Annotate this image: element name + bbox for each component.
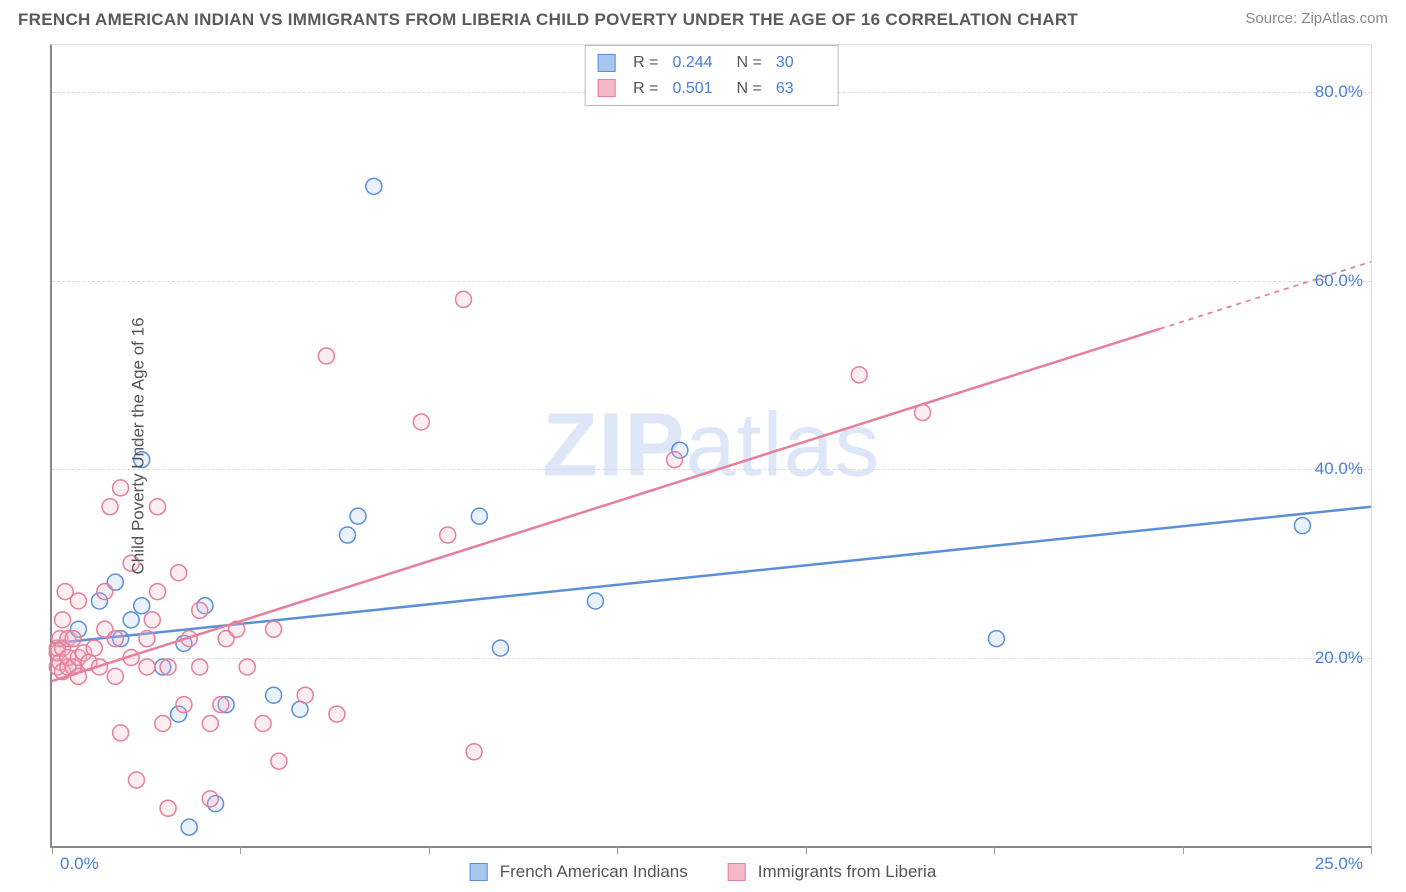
swatch-liberia-icon — [728, 863, 746, 881]
n-value-french: 30 — [776, 50, 826, 76]
data-point-liberia — [139, 659, 155, 675]
data-point-liberia — [70, 593, 86, 609]
scatter-svg — [52, 45, 1371, 846]
data-point-french — [350, 508, 366, 524]
data-point-liberia — [55, 612, 71, 628]
swatch-liberia — [597, 79, 615, 97]
legend-item-french: French American Indians — [470, 862, 688, 882]
r-label: R = — [633, 76, 658, 102]
n-label: N = — [737, 76, 762, 102]
data-point-liberia — [150, 584, 166, 600]
chart-area: ZIPatlas R = 0.244 N = 30 R = 0.501 N = … — [50, 44, 1372, 848]
data-point-liberia — [271, 753, 287, 769]
source-link[interactable]: ZipAtlas.com — [1301, 10, 1388, 27]
data-point-french — [988, 631, 1004, 647]
header-bar: FRENCH AMERICAN INDIAN VS IMMIGRANTS FRO… — [0, 0, 1406, 40]
trend-line-liberia — [52, 329, 1160, 681]
trend-line-french — [52, 507, 1371, 644]
stats-legend-box: R = 0.244 N = 30 R = 0.501 N = 63 — [584, 45, 839, 106]
r-value-french: 0.244 — [673, 50, 723, 76]
data-point-liberia — [102, 499, 118, 515]
x-axis-max-label: 25.0% — [1315, 854, 1363, 874]
data-point-french — [339, 527, 355, 543]
data-point-liberia — [107, 631, 123, 647]
y-axis-title: Child Poverty Under the Age of 16 — [129, 317, 149, 574]
data-point-liberia — [160, 800, 176, 816]
data-point-french — [587, 593, 603, 609]
y-tick-label: 80.0% — [1315, 82, 1363, 102]
y-tick-label: 40.0% — [1315, 459, 1363, 479]
x-tick — [1183, 846, 1184, 854]
data-point-liberia — [667, 452, 683, 468]
data-point-liberia — [266, 621, 282, 637]
data-point-liberia — [413, 414, 429, 430]
plot-region: ZIPatlas R = 0.244 N = 30 R = 0.501 N = … — [50, 44, 1372, 848]
data-point-liberia — [176, 697, 192, 713]
data-point-liberia — [65, 631, 81, 647]
data-point-french — [492, 640, 508, 656]
data-point-liberia — [97, 584, 113, 600]
chart-title: FRENCH AMERICAN INDIAN VS IMMIGRANTS FRO… — [18, 10, 1078, 30]
data-point-liberia — [113, 480, 129, 496]
source-prefix: Source: — [1245, 10, 1301, 27]
data-point-liberia — [139, 631, 155, 647]
data-point-liberia — [440, 527, 456, 543]
x-tick — [1371, 846, 1372, 854]
data-point-liberia — [150, 499, 166, 515]
data-point-liberia — [466, 744, 482, 760]
legend-item-liberia: Immigrants from Liberia — [728, 862, 937, 882]
x-tick — [240, 846, 241, 854]
x-tick — [617, 846, 618, 854]
data-point-liberia — [86, 640, 102, 656]
bottom-legend: French American Indians Immigrants from … — [470, 862, 937, 882]
data-point-french — [471, 508, 487, 524]
data-point-liberia — [107, 668, 123, 684]
data-point-french — [266, 687, 282, 703]
data-point-french — [1294, 518, 1310, 534]
data-point-liberia — [255, 715, 271, 731]
data-point-liberia — [128, 772, 144, 788]
data-point-liberia — [329, 706, 345, 722]
data-point-liberia — [456, 291, 472, 307]
data-point-liberia — [113, 725, 129, 741]
data-point-liberia — [213, 697, 229, 713]
x-tick — [994, 846, 995, 854]
swatch-french — [597, 54, 615, 72]
n-value-liberia: 63 — [776, 76, 826, 102]
n-label: N = — [737, 50, 762, 76]
data-point-liberia — [160, 659, 176, 675]
data-point-liberia — [192, 602, 208, 618]
data-point-french — [123, 612, 139, 628]
swatch-french-icon — [470, 863, 488, 881]
stats-row-liberia: R = 0.501 N = 63 — [597, 76, 826, 102]
r-label: R = — [633, 50, 658, 76]
data-point-french — [134, 598, 150, 614]
r-value-liberia: 0.501 — [673, 76, 723, 102]
x-tick — [806, 846, 807, 854]
data-point-liberia — [318, 348, 334, 364]
data-point-liberia — [202, 715, 218, 731]
data-point-liberia — [239, 659, 255, 675]
stats-row-french: R = 0.244 N = 30 — [597, 50, 826, 76]
data-point-liberia — [202, 791, 218, 807]
data-point-liberia — [851, 367, 867, 383]
y-tick-label: 60.0% — [1315, 271, 1363, 291]
data-point-liberia — [192, 659, 208, 675]
x-tick — [429, 846, 430, 854]
legend-label-liberia: Immigrants from Liberia — [758, 862, 937, 882]
data-point-liberia — [297, 687, 313, 703]
data-point-liberia — [155, 715, 171, 731]
data-point-french — [366, 178, 382, 194]
data-point-liberia — [171, 565, 187, 581]
y-tick-label: 20.0% — [1315, 648, 1363, 668]
legend-label-french: French American Indians — [500, 862, 688, 882]
x-tick — [52, 846, 53, 854]
data-point-french — [181, 819, 197, 835]
source-attribution: Source: ZipAtlas.com — [1245, 10, 1388, 27]
x-axis-min-label: 0.0% — [60, 854, 99, 874]
data-point-liberia — [144, 612, 160, 628]
